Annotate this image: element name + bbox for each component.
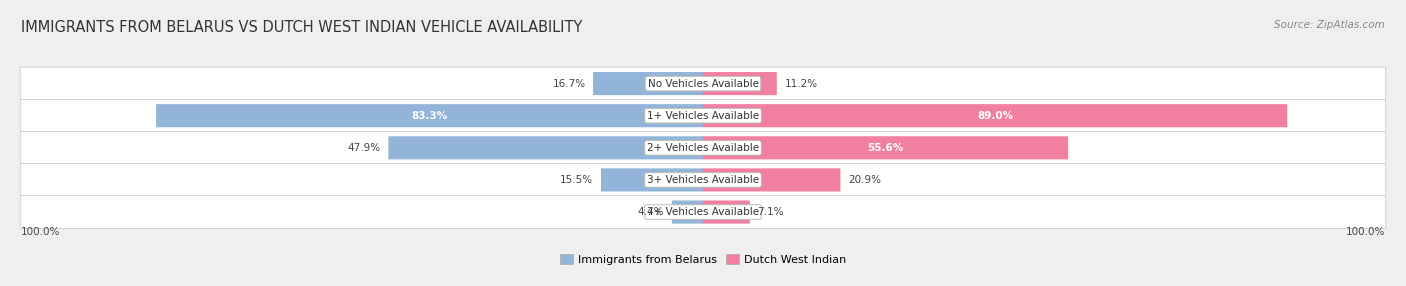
Text: 4+ Vehicles Available: 4+ Vehicles Available — [647, 207, 759, 217]
Text: 7.1%: 7.1% — [758, 207, 785, 217]
Text: 20.9%: 20.9% — [848, 175, 882, 185]
Text: 1+ Vehicles Available: 1+ Vehicles Available — [647, 111, 759, 121]
Text: 100.0%: 100.0% — [1346, 227, 1385, 237]
FancyBboxPatch shape — [388, 136, 703, 159]
FancyBboxPatch shape — [593, 72, 703, 95]
Text: 3+ Vehicles Available: 3+ Vehicles Available — [647, 175, 759, 185]
Text: IMMIGRANTS FROM BELARUS VS DUTCH WEST INDIAN VEHICLE AVAILABILITY: IMMIGRANTS FROM BELARUS VS DUTCH WEST IN… — [21, 20, 582, 35]
FancyBboxPatch shape — [20, 132, 1386, 164]
Text: 89.0%: 89.0% — [977, 111, 1014, 121]
FancyBboxPatch shape — [703, 200, 749, 224]
Text: 2+ Vehicles Available: 2+ Vehicles Available — [647, 143, 759, 153]
Text: 16.7%: 16.7% — [553, 79, 585, 89]
FancyBboxPatch shape — [20, 164, 1386, 196]
Text: 100.0%: 100.0% — [21, 227, 60, 237]
Text: 55.6%: 55.6% — [868, 143, 904, 153]
FancyBboxPatch shape — [20, 196, 1386, 229]
FancyBboxPatch shape — [20, 67, 1386, 100]
Text: 83.3%: 83.3% — [412, 111, 449, 121]
FancyBboxPatch shape — [20, 99, 1386, 132]
FancyBboxPatch shape — [703, 72, 778, 95]
Text: 11.2%: 11.2% — [785, 79, 817, 89]
FancyBboxPatch shape — [703, 104, 1288, 127]
Text: 4.7%: 4.7% — [638, 207, 664, 217]
FancyBboxPatch shape — [703, 168, 841, 192]
Legend: Immigrants from Belarus, Dutch West Indian: Immigrants from Belarus, Dutch West Indi… — [555, 250, 851, 269]
FancyBboxPatch shape — [703, 136, 1069, 159]
Text: 47.9%: 47.9% — [347, 143, 381, 153]
Text: Source: ZipAtlas.com: Source: ZipAtlas.com — [1274, 20, 1385, 30]
Text: No Vehicles Available: No Vehicles Available — [648, 79, 758, 89]
FancyBboxPatch shape — [156, 104, 703, 127]
FancyBboxPatch shape — [600, 168, 703, 192]
Text: 15.5%: 15.5% — [561, 175, 593, 185]
FancyBboxPatch shape — [672, 200, 703, 224]
